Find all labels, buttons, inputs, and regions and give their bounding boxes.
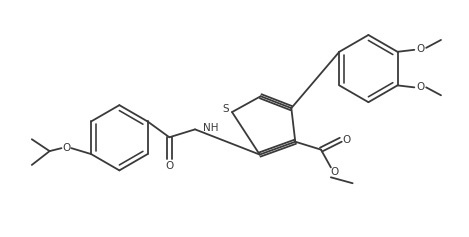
Text: O: O [62,143,70,153]
Text: O: O [165,161,174,171]
Text: O: O [416,82,424,92]
Text: NH: NH [203,123,219,133]
Text: O: O [331,167,339,177]
Text: O: O [416,44,424,54]
Text: S: S [223,104,229,114]
Text: O: O [342,135,351,145]
